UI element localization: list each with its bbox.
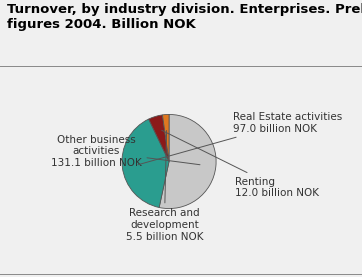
Text: Real Estate activities
97.0 billion NOK: Real Estate activities 97.0 billion NOK	[138, 112, 342, 165]
Text: Research and
development
5.5 billion NOK: Research and development 5.5 billion NOK	[126, 130, 203, 242]
Wedge shape	[163, 114, 169, 161]
Wedge shape	[159, 114, 216, 209]
Wedge shape	[122, 119, 169, 207]
Text: Turnover, by industry division. Enterprises. Preliminary
figures 2004. Billion N: Turnover, by industry division. Enterpri…	[7, 3, 362, 31]
Wedge shape	[149, 115, 169, 161]
Text: Other business
activities
131.1 billion NOK: Other business activities 131.1 billion …	[51, 135, 200, 168]
Text: Renting
12.0 billion NOK: Renting 12.0 billion NOK	[162, 130, 319, 198]
